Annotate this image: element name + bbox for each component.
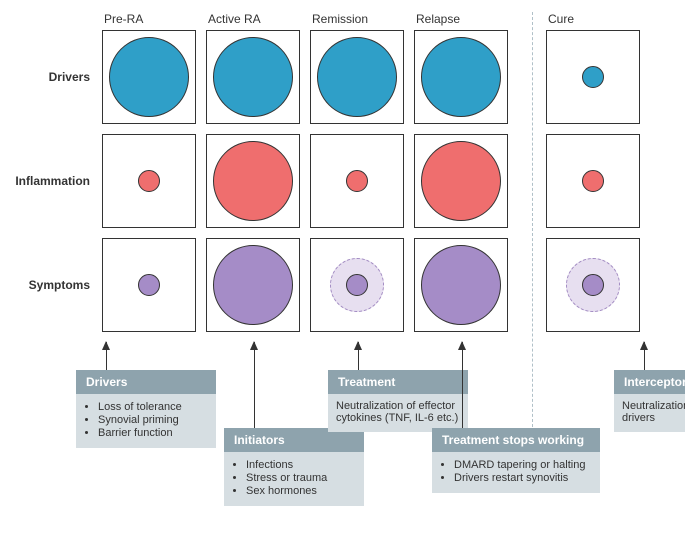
callout-body: DMARD tapering or haltingDrivers restart…	[432, 452, 600, 493]
circle	[109, 37, 189, 117]
callout-title: Treatment stops working	[432, 428, 600, 452]
callout-title: Interceptors	[614, 370, 685, 394]
col-header: Remission	[310, 12, 414, 30]
callout: Treatment stops workingDMARD tapering or…	[432, 342, 600, 493]
circle	[421, 245, 501, 325]
grid-cell	[546, 30, 640, 124]
arrow-icon	[106, 342, 107, 370]
circle	[582, 170, 604, 192]
grid-cell	[546, 134, 640, 228]
circle	[213, 245, 293, 325]
callout-item: Sex hormones	[246, 485, 356, 497]
diagram-container: Pre-RA Active RA Remission Relapse Cure …	[12, 12, 672, 542]
column-headers: Pre-RA Active RA Remission Relapse Cure	[102, 12, 672, 30]
callouts-region: DriversLoss of toleranceSynovial priming…	[102, 342, 672, 542]
circle	[582, 66, 604, 88]
circle	[213, 141, 293, 221]
callout-item: DMARD tapering or halting	[454, 459, 592, 471]
dashed-outline	[566, 258, 620, 312]
circle	[421, 37, 501, 117]
grid-cell	[102, 30, 196, 124]
grid-cell	[206, 134, 300, 228]
circle	[213, 37, 293, 117]
circle	[138, 274, 160, 296]
dashed-outline	[330, 258, 384, 312]
grid-cell	[310, 238, 404, 332]
grid-cell	[310, 30, 404, 124]
col-header: Relapse	[414, 12, 518, 30]
circle	[138, 170, 160, 192]
row-label: Drivers	[12, 70, 102, 84]
callout-body: InfectionsStress or traumaSex hormones	[224, 452, 364, 506]
callout-item: Loss of tolerance	[98, 401, 208, 413]
callout-item: Synovial priming	[98, 414, 208, 426]
grid-cell	[414, 134, 508, 228]
grid-cell	[206, 238, 300, 332]
arrow-icon	[644, 342, 645, 370]
col-header: Pre-RA	[102, 12, 206, 30]
callout-item: Infections	[246, 459, 356, 471]
circle	[317, 37, 397, 117]
grid-cell	[414, 30, 508, 124]
callout: DriversLoss of toleranceSynovial priming…	[76, 342, 216, 448]
grid-cell	[414, 238, 508, 332]
arrow-icon	[254, 342, 255, 428]
circle	[421, 141, 501, 221]
col-header: Cure	[546, 12, 650, 30]
callout-body: Loss of toleranceSynovial primingBarrier…	[76, 394, 216, 448]
grid-cell	[102, 134, 196, 228]
grid-cell	[546, 238, 640, 332]
callout: InterceptorsNeutralization of the driver…	[614, 342, 685, 432]
callout-title: Drivers	[76, 370, 216, 394]
circle	[582, 274, 604, 296]
circle	[346, 170, 368, 192]
circle	[346, 274, 368, 296]
grid-row: Inflammation	[12, 134, 672, 228]
callout-item: Barrier function	[98, 427, 208, 439]
grid-row: Symptoms	[12, 238, 672, 332]
grid-row: Drivers	[12, 30, 672, 124]
arrow-icon	[462, 342, 463, 428]
arrow-icon	[358, 342, 359, 370]
grid-cell	[102, 238, 196, 332]
callout-item: Drivers restart synovitis	[454, 472, 592, 484]
row-label: Symptoms	[12, 278, 102, 292]
row-label: Inflammation	[12, 174, 102, 188]
callout-body: Neutralization of the drivers	[614, 394, 685, 432]
grid-cell	[310, 134, 404, 228]
callout-item: Stress or trauma	[246, 472, 356, 484]
grid-cell	[206, 30, 300, 124]
col-header: Active RA	[206, 12, 310, 30]
